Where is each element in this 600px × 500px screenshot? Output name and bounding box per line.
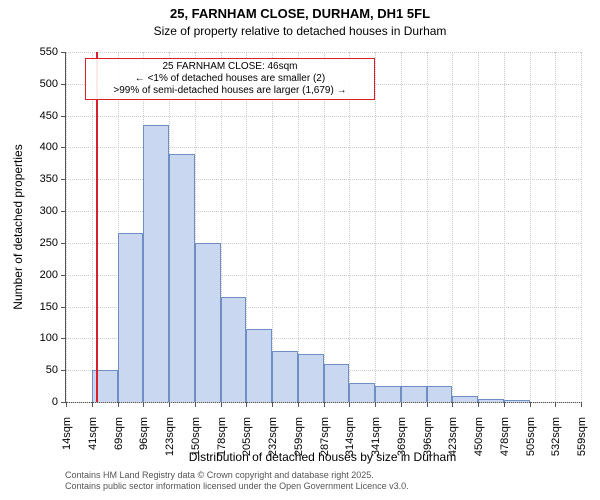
bar <box>324 364 350 402</box>
y-tick-label: 100 <box>40 332 66 344</box>
x-tick-mark <box>246 402 247 407</box>
annotation-box: 25 FARNHAM CLOSE: 46sqm ← <1% of detache… <box>85 58 375 100</box>
grid-line <box>324 52 325 402</box>
x-tick-mark <box>298 402 299 407</box>
bar <box>169 154 195 402</box>
x-tick-mark <box>92 402 93 407</box>
bar <box>221 297 247 402</box>
y-tick-label: 50 <box>46 364 66 376</box>
plot-area: 05010015020025030035040045050055014sqm41… <box>65 52 581 403</box>
grid-line <box>530 52 531 402</box>
bar <box>427 386 453 402</box>
y-axis-label: Number of detached properties <box>11 144 25 309</box>
y-tick-label: 150 <box>40 301 66 313</box>
chart-subtitle: Size of property relative to detached ho… <box>0 24 600 38</box>
credits-line-1: Contains HM Land Registry data © Crown c… <box>65 470 409 481</box>
grid-line <box>92 52 93 402</box>
bar <box>504 400 530 402</box>
grid-line <box>555 52 556 402</box>
bar <box>349 383 375 402</box>
y-tick-label: 300 <box>40 205 66 217</box>
y-tick-label: 500 <box>40 78 66 90</box>
bar <box>195 243 221 402</box>
y-tick-label: 250 <box>40 237 66 249</box>
x-tick-mark <box>504 402 505 407</box>
x-tick-mark <box>169 402 170 407</box>
x-tick-mark <box>272 402 273 407</box>
x-tick-label: 14sqm <box>59 417 73 450</box>
grid-line <box>401 52 402 402</box>
grid-line <box>478 52 479 402</box>
annotation-line-1: 25 FARNHAM CLOSE: 46sqm <box>90 61 370 73</box>
x-tick-mark <box>143 402 144 407</box>
grid-line <box>66 52 67 402</box>
annotation-line-3: >99% of semi-detached houses are larger … <box>90 85 370 97</box>
y-tick-label: 200 <box>40 269 66 281</box>
grid-line <box>349 52 350 402</box>
y-tick-label: 0 <box>52 396 66 408</box>
x-tick-mark <box>195 402 196 407</box>
bar <box>298 354 324 402</box>
x-tick-label: 96sqm <box>136 417 150 450</box>
bar <box>272 351 298 402</box>
annotation-line-2: ← <1% of detached houses are smaller (2) <box>90 73 370 85</box>
bar <box>401 386 427 402</box>
x-tick-mark <box>401 402 402 407</box>
x-tick-mark <box>452 402 453 407</box>
x-tick-mark <box>349 402 350 407</box>
chart-container: 25, FARNHAM CLOSE, DURHAM, DH1 5FL Size … <box>0 0 600 500</box>
credits: Contains HM Land Registry data © Crown c… <box>65 470 409 492</box>
x-tick-mark <box>324 402 325 407</box>
grid-line <box>298 52 299 402</box>
grid-line <box>452 52 453 402</box>
x-tick-mark <box>555 402 556 407</box>
grid-line <box>427 52 428 402</box>
bar <box>375 386 401 402</box>
bar <box>246 329 272 402</box>
x-tick-mark <box>581 402 582 407</box>
grid-line <box>272 52 273 402</box>
y-tick-label: 400 <box>40 141 66 153</box>
x-tick-label: 41sqm <box>85 417 99 450</box>
x-tick-mark <box>66 402 67 407</box>
x-tick-label: 69sqm <box>111 417 125 450</box>
credits-line-2: Contains public sector information licen… <box>65 481 409 492</box>
grid-line <box>581 52 582 402</box>
x-tick-mark <box>375 402 376 407</box>
bar <box>143 125 169 402</box>
bar <box>118 233 144 402</box>
chart-title: 25, FARNHAM CLOSE, DURHAM, DH1 5FL <box>0 6 600 21</box>
grid-line <box>504 52 505 402</box>
bar <box>452 396 478 402</box>
y-tick-label: 450 <box>40 110 66 122</box>
x-tick-mark <box>118 402 119 407</box>
x-tick-mark <box>530 402 531 407</box>
x-tick-mark <box>221 402 222 407</box>
marker-line <box>96 52 98 402</box>
grid-line <box>375 52 376 402</box>
y-tick-label: 350 <box>40 173 66 185</box>
y-tick-label: 550 <box>40 46 66 58</box>
bar <box>478 399 504 402</box>
x-tick-mark <box>427 402 428 407</box>
x-axis-label: Distribution of detached houses by size … <box>65 450 580 464</box>
x-tick-mark <box>478 402 479 407</box>
